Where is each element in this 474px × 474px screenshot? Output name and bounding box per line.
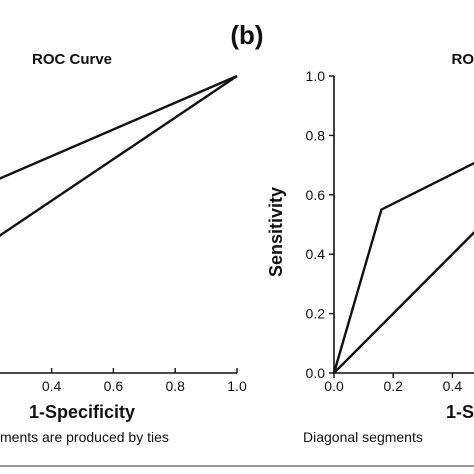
right-y-tick-labels: 0.0 0.2 0.4 0.6 0.8 1.0 — [306, 68, 326, 381]
right-x-axis-label: 1-S — [446, 402, 474, 422]
left-x-tick-label: 0.6 — [104, 378, 124, 394]
left-x-tick-label: 0.4 — [42, 378, 62, 394]
right-series-group — [332, 161, 474, 374]
right-chart-title: RO — [452, 51, 474, 68]
right-curve-line — [332, 161, 474, 374]
right-x-tick-label: 0.2 — [383, 378, 403, 394]
left-x-tick-label: 1.0 — [227, 378, 247, 394]
right-y-tick-label: 0.8 — [306, 127, 326, 143]
right-roc-panel: RO Sensitivity 0.0 0.2 0.4 0.6 0.8 1.0 0.0 0.2… — [266, 51, 474, 445]
left-series-group — [0, 74, 238, 237]
right-x-tick-labels: 0.0 0.2 0.4 — [324, 378, 462, 394]
left-roc-panel: ROC Curve 0.4 0.6 0.8 1.0 1-Specificity men… — [0, 51, 247, 445]
right-y-tick-label: 0.4 — [306, 246, 326, 262]
right-plot-area: 0.0 0.2 0.4 0.6 0.8 1.0 0.0 0.2 0.4 — [306, 68, 474, 394]
left-reference-line — [0, 75, 238, 237]
left-x-tick-label: 0.8 — [165, 378, 185, 394]
right-reference-line — [333, 230, 474, 374]
right-footnote: Diagonal segments — [303, 429, 423, 445]
left-x-tick-labels: 0.4 0.6 0.8 1.0 — [42, 378, 247, 394]
right-y-tick-marks — [329, 75, 334, 374]
left-footnote: ments are produced by ties — [0, 429, 169, 445]
left-plot-area: 0.4 0.6 0.8 1.0 — [0, 74, 247, 394]
left-curve-line — [0, 74, 238, 180]
right-y-tick-label: 0.0 — [306, 365, 326, 381]
panel-label: (b) — [230, 20, 263, 50]
left-x-axis-label: 1-Specificity — [29, 402, 135, 422]
left-x-tick-marks — [50, 368, 238, 373]
right-y-tick-label: 0.2 — [306, 306, 326, 322]
right-x-tick-marks — [333, 373, 454, 378]
right-y-axis-label: Sensitivity — [266, 187, 286, 277]
right-x-tick-label: 0.0 — [324, 378, 344, 394]
left-chart-title: ROC Curve — [32, 51, 112, 68]
right-x-tick-label: 0.4 — [443, 378, 463, 394]
right-y-tick-label: 0.6 — [306, 187, 326, 203]
right-y-tick-label: 1.0 — [306, 68, 326, 84]
